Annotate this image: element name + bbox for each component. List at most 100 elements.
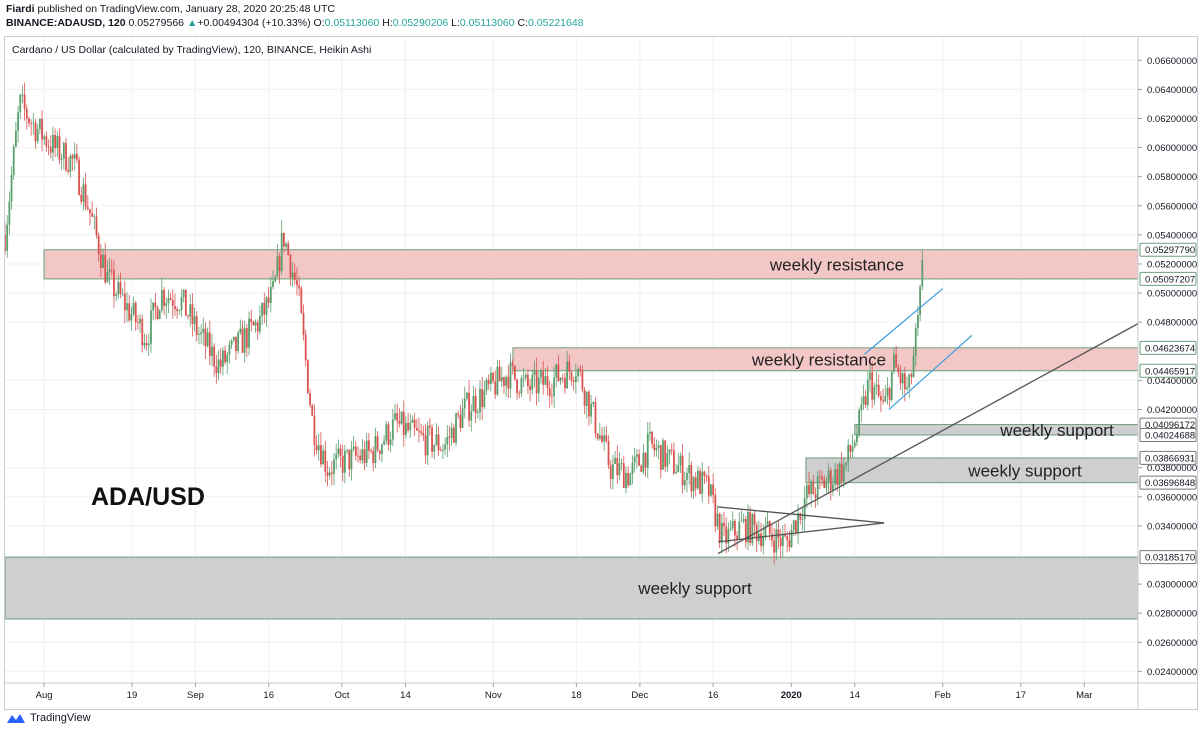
y-tick-label: 0.04400000 <box>1147 376 1197 387</box>
candle-body <box>692 477 695 492</box>
candle-body <box>256 322 259 332</box>
candle-body <box>788 540 791 548</box>
candle-body <box>413 419 416 428</box>
candle-body <box>701 471 704 494</box>
x-tick-label: 16 <box>708 690 719 701</box>
candle-body <box>753 514 756 525</box>
candle-body <box>873 386 876 400</box>
y-tick-label: 0.02600000 <box>1147 638 1197 649</box>
candle-body <box>847 444 850 463</box>
candle-body <box>908 374 911 388</box>
candle-body <box>570 371 573 381</box>
candle-body <box>585 391 588 406</box>
x-tick-label: Mar <box>1076 690 1092 701</box>
x-tick-label: 2020 <box>781 690 802 701</box>
price-label-box <box>1139 271 1197 286</box>
candle-body <box>370 450 372 452</box>
x-tick-label: Oct <box>335 690 350 701</box>
candle-body <box>823 479 826 488</box>
price-label: 0.04465917 <box>1145 366 1195 377</box>
candle-body <box>259 316 261 332</box>
candle-body <box>435 434 438 445</box>
candle-body <box>36 129 39 142</box>
tradingview-logo-icon <box>7 714 25 723</box>
candle-body <box>315 445 318 451</box>
candle-body <box>117 282 120 295</box>
candle-body <box>219 359 222 367</box>
candle-body <box>442 449 444 451</box>
candle-body <box>232 336 235 341</box>
candle-body <box>579 368 582 371</box>
candle-body <box>248 318 250 348</box>
trend-line[interactable] <box>717 522 885 543</box>
candle-body <box>812 481 815 495</box>
candle-body <box>568 361 571 372</box>
candle-body <box>614 458 616 464</box>
candle-body <box>496 366 499 395</box>
footer-brand[interactable]: TradingView <box>6 712 91 724</box>
candle-body <box>348 449 351 470</box>
price-label: 0.05297790 <box>1145 245 1195 256</box>
candle-body <box>797 513 799 534</box>
candle-body <box>897 367 900 373</box>
candle-body <box>633 456 636 463</box>
candle-body <box>635 454 638 457</box>
candle-body <box>742 518 745 522</box>
candle-body <box>58 136 61 160</box>
candle-body <box>716 513 719 527</box>
price-chart[interactable]: weekly resistance weekly resistance weekly… <box>5 37 1197 709</box>
candle-body <box>322 450 325 465</box>
candle-body <box>771 533 773 541</box>
trend-line[interactable] <box>717 506 885 524</box>
candle-body <box>452 427 455 443</box>
candle-body <box>230 340 233 345</box>
candle-body <box>662 440 664 470</box>
price-label-box <box>1139 340 1197 355</box>
symbol: BINANCE:ADAUSD, 120 <box>6 17 126 29</box>
trend-line[interactable] <box>888 334 973 410</box>
y-tick-label: 0.03800000 <box>1147 463 1197 474</box>
y-tick-label: 0.05000000 <box>1147 289 1197 300</box>
candle-body <box>751 514 754 544</box>
candle-body <box>25 108 28 119</box>
y-tick-label: 0.05400000 <box>1147 230 1197 241</box>
candle-body <box>877 384 880 396</box>
candle-body <box>914 328 917 356</box>
candle-body <box>228 344 231 355</box>
candle-body <box>6 224 9 251</box>
candle-body <box>363 449 366 463</box>
trend-line[interactable] <box>864 288 944 355</box>
candle-body <box>649 431 651 434</box>
candle-body <box>629 473 632 486</box>
x-tick-label: Feb <box>934 690 950 701</box>
candle-body <box>215 366 218 374</box>
candle-body <box>41 118 43 140</box>
candle-body <box>86 206 89 210</box>
candle-body <box>217 359 220 374</box>
candle-body <box>611 463 614 479</box>
ohlc-line: BINANCE:ADAUSD, 120 0.05279566 ▲+0.00494… <box>6 17 584 29</box>
candle-body <box>110 269 113 271</box>
candle-body <box>211 346 213 356</box>
chart-panel[interactable]: weekly resistance weekly resistance weekly… <box>4 36 1198 710</box>
candle-body <box>221 350 224 367</box>
candle-body <box>459 415 462 428</box>
candle-body <box>405 422 407 435</box>
candle-body <box>195 316 198 335</box>
candle-body <box>381 444 383 455</box>
open-value: 0.05113060 <box>324 17 380 29</box>
candle-body <box>23 94 26 109</box>
x-tick-label: Sep <box>187 690 204 701</box>
candle-body <box>627 472 630 486</box>
candle-body <box>276 256 279 277</box>
candle-body <box>339 448 342 456</box>
candle-body <box>389 439 392 445</box>
candle-body <box>917 315 919 329</box>
candle-body <box>250 318 253 322</box>
trend-line[interactable] <box>717 323 1139 555</box>
candle-body <box>675 472 677 474</box>
candle-body <box>359 455 362 461</box>
candle-body <box>555 364 558 378</box>
candle-body <box>738 521 741 539</box>
candle-body <box>143 342 146 346</box>
